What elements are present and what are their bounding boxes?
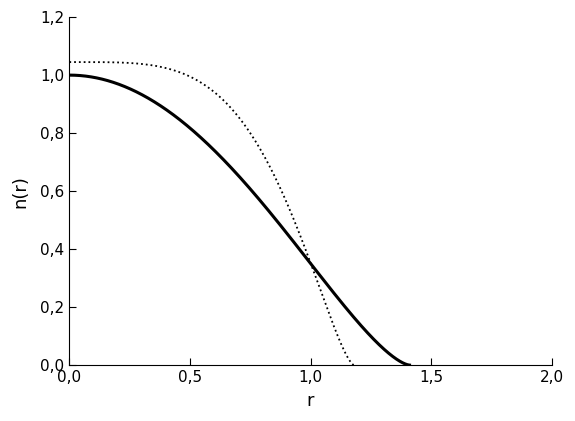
X-axis label: r: r xyxy=(307,392,315,410)
Y-axis label: n(r): n(r) xyxy=(11,175,29,208)
